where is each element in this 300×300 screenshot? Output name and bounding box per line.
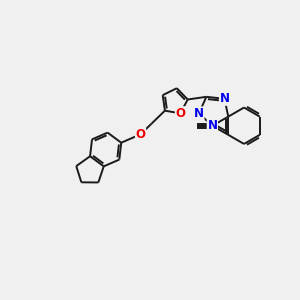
Text: N: N — [207, 119, 218, 132]
Text: N: N — [207, 119, 218, 132]
Text: N: N — [220, 92, 230, 105]
Text: N: N — [194, 107, 204, 120]
Text: O: O — [176, 107, 185, 120]
Text: O: O — [136, 128, 146, 141]
